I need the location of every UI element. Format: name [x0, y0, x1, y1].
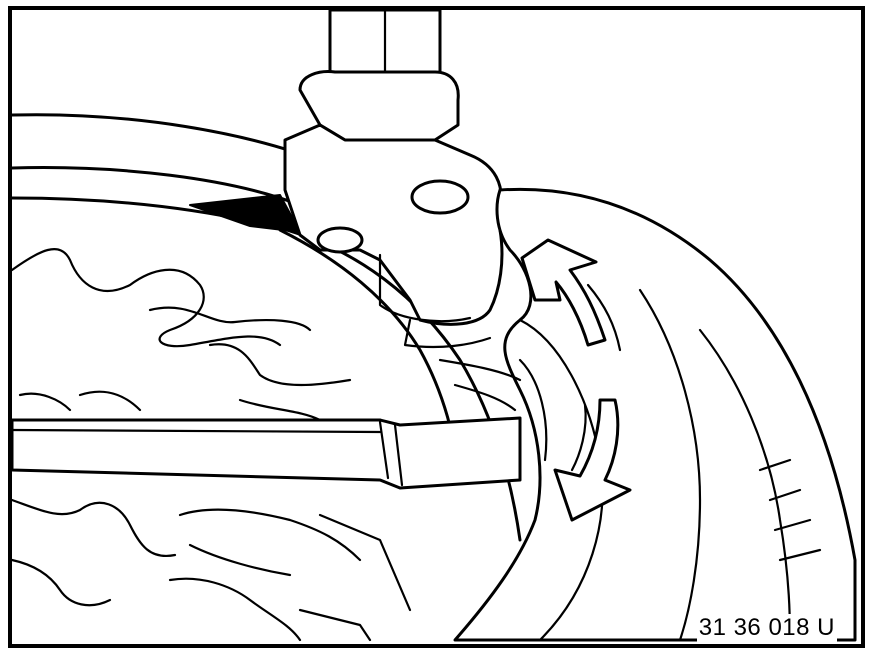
arrow-down-icon: [553, 398, 632, 522]
figure-reference-code: 31 36 018 U: [696, 614, 837, 642]
rotation-arrows: [520, 238, 632, 522]
tire-lever: [10, 416, 522, 490]
arrow-up-icon: [520, 238, 607, 347]
mounting-head: [283, 8, 504, 349]
